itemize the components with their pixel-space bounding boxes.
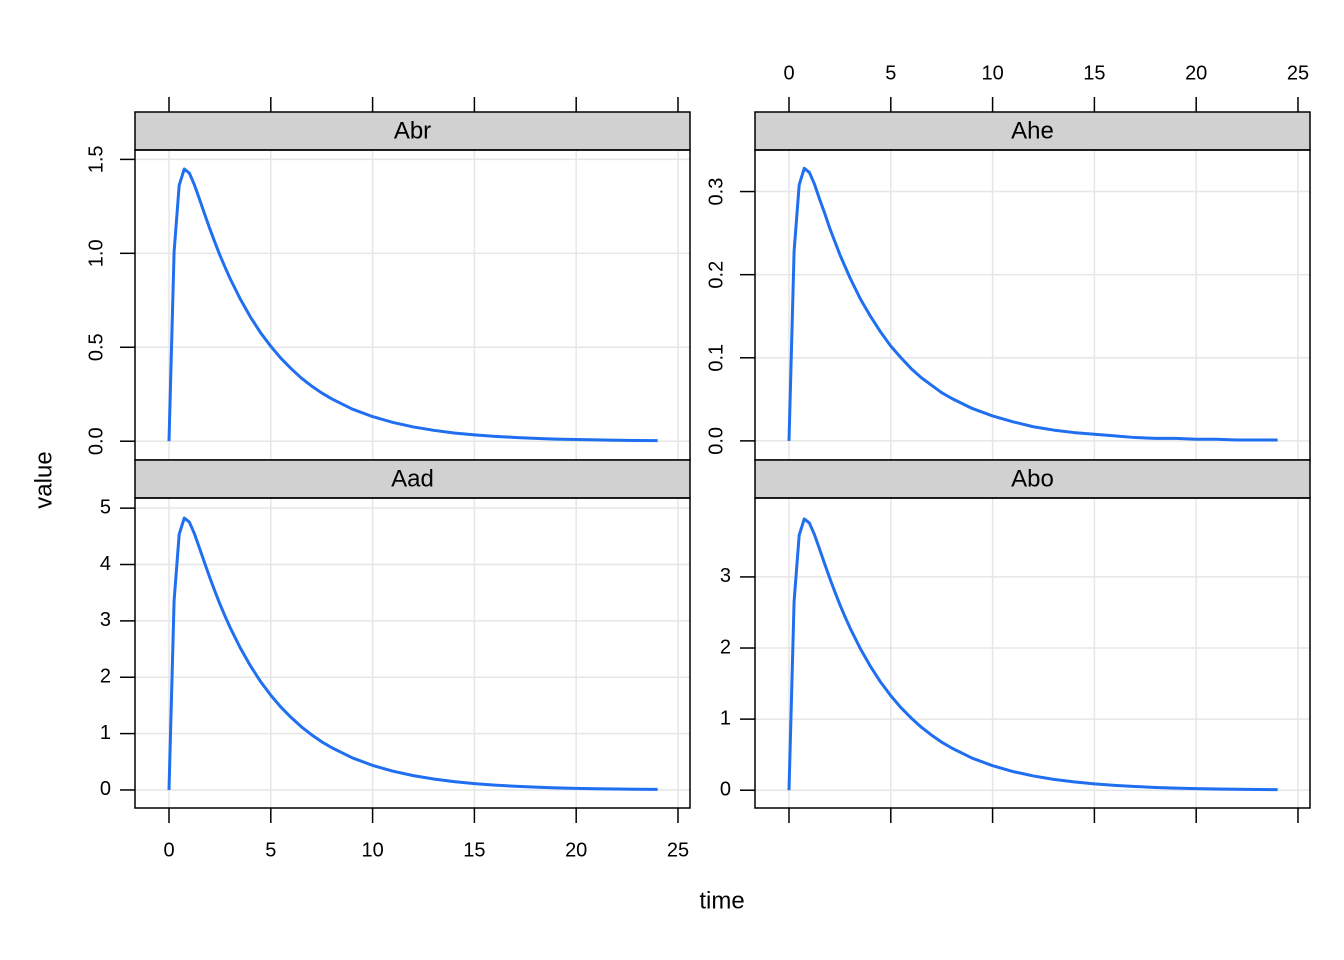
y-tick-label: 0 <box>720 779 731 801</box>
y-tick-label: 1 <box>100 722 111 744</box>
y-tick-label: 0.1 <box>705 344 727 372</box>
panel-frame <box>754 149 1311 461</box>
x-tick-label: 15 <box>1083 62 1105 84</box>
y-tick-label: 1.5 <box>85 145 107 173</box>
y-tick-label: 0.0 <box>705 427 727 455</box>
data-line <box>787 517 1278 792</box>
x-tick-label: 10 <box>981 62 1003 84</box>
panel-title: Aad <box>391 465 434 492</box>
x-tick-label: 15 <box>463 839 485 861</box>
y-tick-label: 0.0 <box>85 427 107 455</box>
panel-title: Abr <box>394 117 431 144</box>
x-tick-label: 20 <box>1185 62 1207 84</box>
data-line <box>787 166 1278 442</box>
x-tick-label: 25 <box>667 839 689 861</box>
strip <box>134 111 691 151</box>
panel-frame <box>134 497 691 809</box>
y-tick-label: 2 <box>720 636 731 658</box>
y-tick-label: 0 <box>100 778 111 800</box>
x-tick-label: 10 <box>361 839 383 861</box>
data-line <box>167 516 658 791</box>
y-tick-label: 1 <box>720 707 731 729</box>
y-tick-label: 3 <box>720 565 731 587</box>
y-tick-label: 1.0 <box>85 239 107 267</box>
x-tick-label: 0 <box>163 839 174 861</box>
y-tick-label: 3 <box>100 609 111 631</box>
x-tick-label: 25 <box>1287 62 1309 84</box>
x-tick-label: 20 <box>565 839 587 861</box>
data-line <box>167 167 658 443</box>
y-tick-label: 4 <box>100 553 111 575</box>
y-tick-label: 0.2 <box>705 261 727 289</box>
y-tick-label: 0.3 <box>705 178 727 206</box>
y-axis-label: value <box>30 451 57 508</box>
strip <box>754 111 1311 151</box>
y-tick-label: 2 <box>100 666 111 688</box>
y-tick-label: 5 <box>100 496 111 518</box>
y-tick-label: 0.5 <box>85 333 107 361</box>
x-tick-label: 5 <box>265 839 276 861</box>
strip <box>754 459 1311 499</box>
panel-title: Ahe <box>1011 117 1054 144</box>
x-axis-label: time <box>699 887 744 914</box>
x-tick-label: 0 <box>783 62 794 84</box>
x-tick-label: 5 <box>885 62 896 84</box>
panel-frame <box>134 149 691 461</box>
panel-title: Abo <box>1011 465 1054 492</box>
panel-frame <box>754 497 1311 809</box>
